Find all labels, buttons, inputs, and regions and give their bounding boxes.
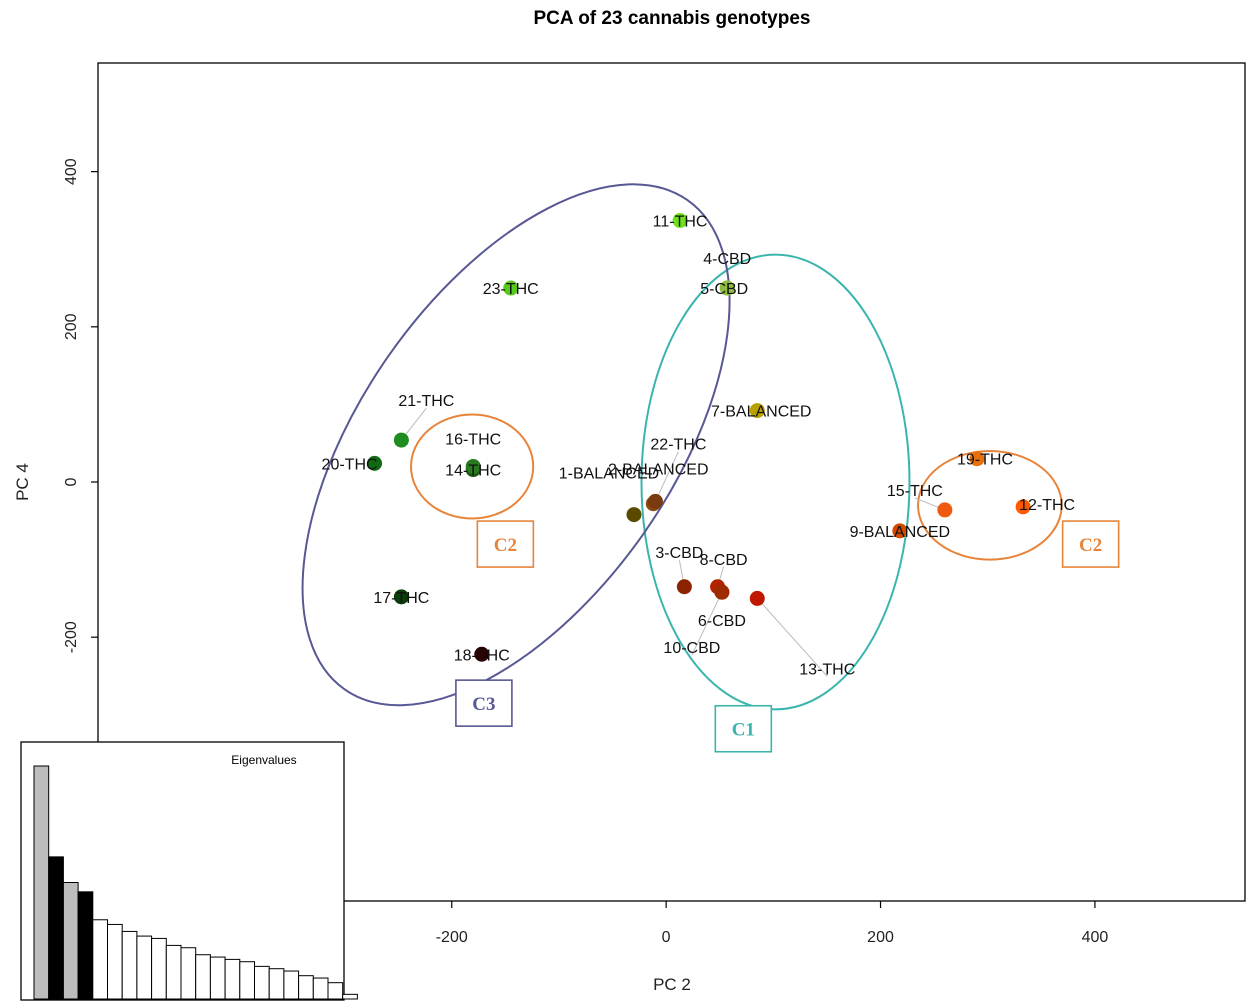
x-tick-label: 400	[1082, 929, 1109, 946]
point-23-thc	[503, 280, 519, 296]
eigenvalue-bar-6	[107, 923, 123, 1000]
point-18-thc	[474, 646, 490, 662]
eigenvalue-bar-19	[298, 975, 314, 1000]
cluster-ellipse-c2	[917, 449, 1063, 561]
point-21-thc	[393, 432, 409, 448]
point-9-balanced	[892, 523, 908, 539]
eigenvalue-bar-14	[224, 958, 241, 1000]
x-tick-label: -200	[436, 929, 468, 946]
eigenvalue-bar-7	[121, 930, 138, 1000]
cluster-box-c2	[476, 520, 535, 568]
y-axis-label: PC 4	[13, 463, 32, 501]
point-label-4-cbd: 4-CBD	[703, 251, 751, 268]
point-label-15-thc: 15-THC	[887, 483, 943, 500]
eigenvalue-bar-22	[342, 993, 358, 1000]
cluster-layer: C1 C2 C2 C3	[301, 183, 1120, 753]
cluster-box-c2	[1061, 520, 1120, 568]
point-1-balanced	[626, 507, 642, 523]
point-19-thc	[969, 451, 985, 467]
point-label-17-thc: 17-THC	[373, 590, 429, 607]
point-label-16-thc: 16-THC	[445, 431, 501, 448]
point-label-1-balanced: 1-BALANCED	[559, 466, 659, 483]
eigenvalue-bar-9	[151, 937, 167, 1000]
eigenvalue-bar-8	[136, 935, 153, 1000]
leader-line	[756, 598, 828, 677]
eigenvalue-bar-18	[283, 970, 300, 1000]
point-label-19-thc: 19-THC	[957, 452, 1013, 469]
x-axis-label: PC 2	[653, 975, 691, 994]
y-tick-label: -200	[63, 621, 80, 653]
eigenvalue-bar-4	[77, 891, 94, 1000]
point-label-23-thc: 23-THC	[483, 281, 539, 298]
cluster-label-c3: C3	[472, 694, 495, 715]
y-tick-label: 0	[63, 477, 80, 486]
point-label-5-cbd: 5-CBD	[700, 281, 748, 298]
eigenvalue-bar-16	[254, 965, 270, 1000]
eigenvalue-bar-17	[268, 968, 285, 1000]
point-label-2-balanced: 2-BALANCED	[608, 462, 708, 479]
inset-bars	[33, 765, 358, 1000]
cluster-label-c2: C2	[494, 535, 517, 556]
chart-title: PCA of 23 cannabis genotypes	[534, 8, 811, 29]
eigenvalue-bar-10	[165, 944, 182, 1000]
inset-title: Eigenvalues	[231, 753, 296, 767]
point-label-10-cbd: 10-CBD	[663, 640, 720, 657]
point-label-22-thc: 22-THC	[650, 436, 706, 453]
point-20-thc	[367, 455, 383, 471]
eigenvalue-bar-15	[239, 961, 256, 1000]
cluster-ellipse-c2	[410, 413, 535, 520]
eigenvalue-bar-2	[48, 856, 64, 1000]
leader-line	[691, 591, 723, 656]
point-15-thc	[937, 502, 953, 518]
eigenvalue-inset: Eigenvalues	[20, 741, 358, 1001]
point-label-21-thc: 21-THC	[398, 393, 454, 410]
point-label-12-thc: 12-THC	[1019, 497, 1075, 514]
point-label-18-thc: 18-THC	[454, 647, 510, 664]
point-10-cbd	[714, 584, 730, 600]
point-label-6-cbd: 6-CBD	[698, 613, 746, 630]
point-label-20-thc: 20-THC	[322, 456, 378, 473]
eigenvalue-bar-3	[62, 882, 79, 1000]
point-label-8-cbd: 8-CBD	[700, 552, 748, 569]
point-label-7-balanced: 7-BALANCED	[711, 404, 811, 421]
point-label-14-thc: 14-THC	[445, 463, 501, 480]
leader-line	[654, 451, 679, 502]
x-tick-label: 200	[867, 929, 894, 946]
point-7-balanced	[749, 403, 765, 419]
axes-layer: -200 0 200 400 -200 0 200 400	[63, 158, 1108, 946]
eigenvalue-bar-11	[180, 947, 197, 1000]
point-22-thc	[647, 493, 663, 509]
cluster-box-c1	[714, 704, 773, 753]
cluster-ellipse-c1	[640, 253, 911, 711]
cluster-label-c1: C1	[732, 720, 755, 741]
point-label-11-thc: 11-THC	[653, 214, 708, 231]
eigenvalue-bar-1	[33, 765, 50, 1000]
point-12-thc	[1015, 499, 1031, 515]
x-tick-label: 0	[662, 929, 671, 946]
eigenvalue-bar-12	[195, 954, 211, 1000]
cluster-label-c2: C2	[1079, 535, 1102, 556]
cluster-ellipse-c3	[301, 183, 731, 707]
eigenvalue-bar-21	[327, 982, 344, 1000]
point-3-cbd	[676, 579, 692, 595]
eigenvalue-bar-5	[92, 919, 109, 1000]
eigenvalue-bar-20	[312, 977, 329, 1000]
point-5-cbd	[719, 280, 735, 296]
point-13-thc	[749, 590, 765, 606]
point-16-thc	[465, 458, 481, 474]
y-tick-label: 200	[63, 313, 80, 340]
point-label-9-balanced: 9-BALANCED	[850, 524, 950, 541]
point-label-3-cbd: 3-CBD	[655, 545, 703, 562]
point-11-thc	[672, 213, 688, 229]
point-17-thc	[393, 589, 409, 605]
eigenvalue-bar-13	[209, 956, 226, 1000]
y-tick-label: 400	[63, 158, 80, 185]
point-label-13-thc: 13-THC	[799, 661, 855, 678]
cluster-box-c3	[455, 679, 513, 727]
